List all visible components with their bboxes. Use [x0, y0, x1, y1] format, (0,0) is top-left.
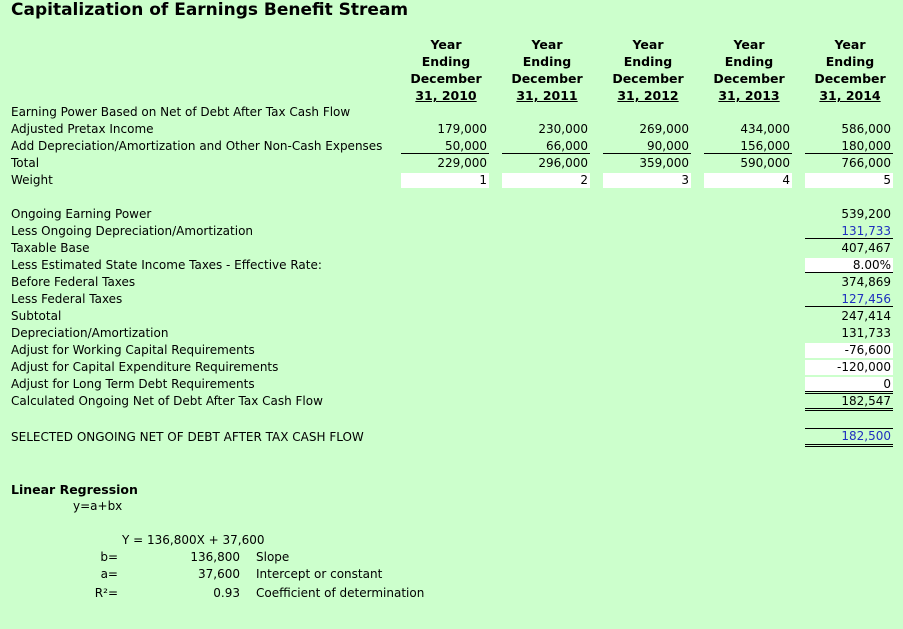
total-2013[interactable]: 590,000: [740, 156, 790, 170]
header-line: December: [511, 71, 583, 86]
depreciation-2013[interactable]: 156,000: [704, 139, 792, 154]
calc-label-less-ongoing-depreciation: Less Ongoing Depreciation/Amortization: [11, 224, 254, 238]
header-line: December: [612, 71, 684, 86]
header-line: Year: [531, 37, 563, 52]
total-2011[interactable]: 296,000: [538, 156, 588, 170]
weight-2013[interactable]: 4: [704, 173, 792, 188]
calc-value-less-ongoing-depreciation[interactable]: 131,733: [805, 224, 893, 239]
regression-formula: y=a+bx: [73, 499, 123, 513]
header-line: December: [713, 71, 785, 86]
calc-value-taxable-base[interactable]: 407,467: [841, 241, 891, 255]
calc-value-capex[interactable]: -120,000: [805, 360, 893, 375]
header-line: Ending: [724, 54, 774, 69]
calc-label-depreciation: Depreciation/Amortization: [11, 326, 169, 340]
calc-label-before-federal: Before Federal Taxes: [11, 275, 136, 289]
column-header-2011: Year Ending December 31, 2011: [504, 36, 590, 104]
a-value: 37,600: [198, 567, 240, 581]
calc-label-ongoing-earning-power: Ongoing Earning Power: [11, 207, 152, 221]
row-label-weight: Weight: [11, 173, 53, 187]
total-2010[interactable]: 229,000: [437, 156, 487, 170]
header-line: 31, 2014: [819, 88, 881, 103]
header-line: Year: [632, 37, 664, 52]
header-line: December: [410, 71, 482, 86]
calc-label-calculated-cash-flow: Calculated Ongoing Net of Debt After Tax…: [11, 394, 323, 408]
calc-value-before-federal[interactable]: 374,869: [841, 275, 891, 289]
a-label: a=: [100, 567, 118, 581]
calc-label-working-capital: Adjust for Working Capital Requirements: [11, 343, 255, 357]
weight-2012[interactable]: 3: [603, 173, 691, 188]
calc-value-working-capital[interactable]: -76,600: [805, 343, 893, 358]
calc-value-subtotal[interactable]: 247,414: [841, 309, 891, 323]
page-title: Capitalization of Earnings Benefit Strea…: [11, 0, 409, 20]
pretax-2011[interactable]: 230,000: [538, 122, 588, 136]
header-line: Year: [733, 37, 765, 52]
b-desc: Slope: [256, 550, 290, 564]
column-header-2013: Year Ending December 31, 2013: [706, 36, 792, 104]
column-header-2010: Year Ending December 31, 2010: [403, 36, 489, 104]
total-2012[interactable]: 359,000: [639, 156, 689, 170]
section-label: Earning Power Based on Net of Debt After…: [11, 105, 351, 119]
depreciation-2010[interactable]: 50,000: [401, 139, 489, 154]
r-squared-label: R²=: [94, 586, 118, 600]
r-squared-desc: Coefficient of determination: [256, 586, 425, 600]
calc-label-taxable-base: Taxable Base: [11, 241, 90, 255]
header-line: Ending: [825, 54, 875, 69]
calc-value-calculated-cash-flow[interactable]: 182,547: [805, 393, 893, 411]
r-squared-value: 0.93: [213, 586, 240, 600]
a-desc: Intercept or constant: [256, 567, 383, 581]
row-label-depreciation: Add Depreciation/Amortization and Other …: [11, 139, 383, 153]
pretax-2012[interactable]: 269,000: [639, 122, 689, 136]
header-line: Year: [430, 37, 462, 52]
depreciation-2012[interactable]: 90,000: [603, 139, 691, 154]
weight-2011[interactable]: 2: [502, 173, 590, 188]
selected-value[interactable]: 182,500: [805, 428, 893, 447]
calc-label-subtotal: Subtotal: [11, 309, 62, 323]
weight-2010[interactable]: 1: [401, 173, 489, 188]
depreciation-2014[interactable]: 180,000: [805, 139, 893, 154]
row-label-total: Total: [11, 156, 40, 170]
calc-label-federal-taxes: Less Federal Taxes: [11, 292, 123, 306]
b-value: 136,800: [190, 550, 240, 564]
header-line: 31, 2010: [415, 88, 477, 103]
calc-label-long-term-debt: Adjust for Long Term Debt Requirements: [11, 377, 255, 391]
pretax-2014[interactable]: 586,000: [841, 122, 891, 136]
calc-label-state-tax-rate: Less Estimated State Income Taxes - Effe…: [11, 258, 322, 272]
header-line: 31, 2012: [617, 88, 679, 103]
depreciation-2011[interactable]: 66,000: [502, 139, 590, 154]
header-line: Ending: [623, 54, 673, 69]
column-header-2014: Year Ending December 31, 2014: [807, 36, 893, 104]
total-2014[interactable]: 766,000: [841, 156, 891, 170]
header-line: 31, 2011: [516, 88, 578, 103]
header-line: Year: [834, 37, 866, 52]
header-line: Ending: [522, 54, 572, 69]
calc-value-depreciation[interactable]: 131,733: [841, 326, 891, 340]
regression-title: Linear Regression: [11, 482, 138, 497]
row-label-pretax: Adjusted Pretax Income: [11, 122, 154, 136]
selected-label: SELECTED ONGOING NET OF DEBT AFTER TAX C…: [11, 430, 364, 444]
column-header-2012: Year Ending December 31, 2012: [605, 36, 691, 104]
b-label: b=: [100, 550, 118, 564]
weight-2014[interactable]: 5: [805, 173, 893, 188]
calc-value-federal-taxes[interactable]: 127,456: [805, 292, 893, 307]
pretax-2013[interactable]: 434,000: [740, 122, 790, 136]
regression-equation: Y = 136,800X + 37,600: [122, 533, 265, 547]
calc-label-capex: Adjust for Capital Expenditure Requireme…: [11, 360, 279, 374]
pretax-2010[interactable]: 179,000: [437, 122, 487, 136]
calc-value-ongoing-earning-power[interactable]: 539,200: [841, 207, 891, 221]
calc-value-long-term-debt[interactable]: 0: [805, 377, 893, 392]
header-line: December: [814, 71, 886, 86]
header-line: Ending: [421, 54, 471, 69]
calc-value-state-tax-rate[interactable]: 8.00%: [805, 258, 893, 273]
header-line: 31, 2013: [718, 88, 780, 103]
